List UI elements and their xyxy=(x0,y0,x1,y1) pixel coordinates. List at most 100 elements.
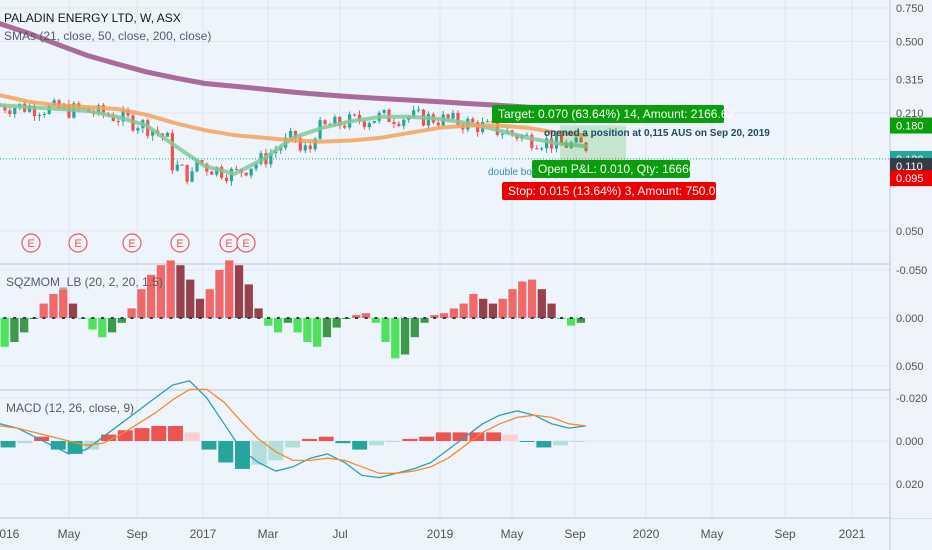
sqzmom-bar xyxy=(264,318,273,326)
earnings-marker-circle xyxy=(21,233,41,253)
sqzmom-bar xyxy=(49,294,58,318)
sma-legend[interactable]: SMAs (21, close, 50, close, 200, close) xyxy=(4,29,211,43)
sqzmom-bar xyxy=(498,298,507,318)
macd-histogram-bar xyxy=(368,441,384,446)
price-tick-label: 0.315 xyxy=(896,74,924,86)
macd-histogram-bar xyxy=(419,436,435,441)
earnings-marker[interactable]: E xyxy=(68,233,88,253)
sqzmom-bar xyxy=(107,318,117,333)
sqzmom-bar xyxy=(225,260,234,318)
price-axis[interactable]: 0.7500.5000.3150.2100.0500.1800.1200.110… xyxy=(890,0,932,518)
macd-histogram-bar xyxy=(151,425,167,441)
sqzmom-bar xyxy=(293,318,302,333)
price-badge[interactable]: 0.180 xyxy=(890,117,932,134)
macd-histogram-bar xyxy=(268,441,284,461)
sqzmom-bar xyxy=(156,265,166,318)
earnings-marker[interactable]: E xyxy=(122,233,142,253)
candle-body xyxy=(175,164,179,171)
candle-body xyxy=(195,160,199,172)
opened-position-text: opened a position at 0,115 AUS on Sep 20… xyxy=(544,128,770,139)
candle-body xyxy=(535,148,539,150)
earnings-marker-text: E xyxy=(27,238,34,250)
target-label[interactable]: Target: 0.070 (63.64%) 14, Amount: 2166.… xyxy=(492,105,734,123)
macd-histogram-bar xyxy=(452,432,468,441)
candle-body xyxy=(579,137,583,143)
sqzmom-bar xyxy=(88,318,97,330)
macd-histogram-bar xyxy=(435,432,451,441)
earnings-marker-text: E xyxy=(242,238,249,250)
sqzmom-bar xyxy=(117,318,126,323)
macd-line xyxy=(0,380,587,479)
candle-body xyxy=(224,177,229,182)
macd-histogram-bar xyxy=(101,434,116,441)
target-label-bg xyxy=(492,105,724,123)
macd-histogram-bar xyxy=(301,438,317,441)
sqzmom-bar xyxy=(410,318,419,338)
stop-label[interactable]: Stop: 0.015 (13.64%) 3, Amount: 750.01 xyxy=(502,182,722,200)
symbol-title[interactable]: PALADIN ENERGY LTD, W, ASX xyxy=(4,11,181,25)
target-label-text: Target: 0.070 (63.64%) 14, Amount: 2166.… xyxy=(498,107,734,121)
sqzmom-bar xyxy=(186,279,195,318)
sqzmom-bar xyxy=(244,284,253,318)
sqzmom-tick-label: 0.050 xyxy=(896,361,924,373)
sqzmom-bar xyxy=(352,315,361,318)
price-tick-label: 0.500 xyxy=(896,36,924,48)
macd-histogram-bar xyxy=(34,436,50,441)
candle-body xyxy=(471,118,475,123)
macd-legend[interactable]: MACD (12, 26, close, 9) xyxy=(6,401,134,415)
sqzmom-bar xyxy=(381,318,390,342)
earnings-marker[interactable]: E xyxy=(21,233,41,253)
time-axis-label: Jul xyxy=(332,527,347,541)
time-axis-label: May xyxy=(701,527,724,541)
sqzmom-bar xyxy=(361,313,371,318)
sqzmom-bar xyxy=(195,298,205,318)
candle-body xyxy=(37,114,41,117)
macd-histogram-bar xyxy=(235,441,250,469)
macd-histogram-bar xyxy=(201,441,217,450)
candle-body xyxy=(446,114,450,119)
sqzmom-bar xyxy=(254,308,263,318)
sqzmom-bar xyxy=(391,318,400,359)
sqzmom-bar xyxy=(527,279,537,318)
price-badge[interactable]: 0.110 xyxy=(890,158,932,175)
open-pnl-label[interactable]: Open P&L: 0.010, Qty: 16666 xyxy=(532,160,696,178)
sqzmom-bar xyxy=(273,318,283,333)
candle-body xyxy=(343,125,347,128)
sqzmom-bar xyxy=(547,303,556,318)
macd-pane[interactable] xyxy=(0,380,587,479)
earnings-marker-circle xyxy=(170,233,190,253)
sqzmom-bar xyxy=(68,303,78,318)
macd-histogram-bar xyxy=(385,441,401,442)
sqzmom-pane[interactable] xyxy=(0,260,586,359)
candle-body xyxy=(372,120,376,124)
candle-body xyxy=(540,148,544,150)
price-badge[interactable]: 0.095 xyxy=(890,170,932,187)
sqzmom-bar xyxy=(283,318,292,323)
earnings-marker[interactable]: E xyxy=(219,233,239,253)
candle-body xyxy=(293,130,298,139)
earnings-marker-circle xyxy=(236,233,256,253)
candle-body xyxy=(574,137,578,143)
sqzmom-bar xyxy=(576,318,585,323)
candle-body xyxy=(249,168,253,176)
candle-body xyxy=(116,120,120,122)
sqzmom-legend[interactable]: SQZMOM_LB (20, 2, 20, 1.5) xyxy=(6,275,163,289)
sqzmom-bar xyxy=(566,318,576,326)
time-axis[interactable]: 2016 May Sep 2017 Mar Jul 2019 May Sep 2020 May Sep… xyxy=(0,527,866,541)
candle-body xyxy=(111,115,115,121)
macd-histogram-bar xyxy=(502,434,518,441)
candle-body xyxy=(13,107,17,114)
candle-body xyxy=(436,122,440,126)
candle-body xyxy=(190,171,194,182)
earnings-marker-text: E xyxy=(128,238,135,250)
macd-histogram-bar xyxy=(402,438,418,441)
macd-histogram-bar xyxy=(117,430,133,441)
earnings-marker[interactable]: E xyxy=(170,233,190,253)
price-badge-text: 0.180 xyxy=(896,121,924,133)
macd-histogram-bar xyxy=(218,441,234,463)
earnings-marker[interactable]: E xyxy=(236,233,256,253)
